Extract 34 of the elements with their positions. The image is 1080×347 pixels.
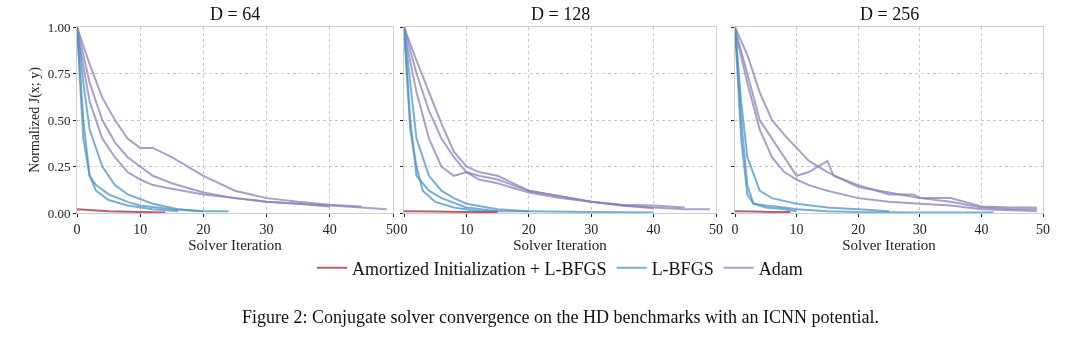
x-tick-label: 10: [133, 221, 148, 237]
legend-label: Adam: [758, 258, 803, 279]
x-axis-title: Solver Iteration: [188, 236, 283, 253]
chart-title: D = 256: [860, 4, 920, 24]
x-tick-label: 10: [789, 221, 804, 237]
x-tick-label: 10: [459, 221, 474, 237]
y-tick-label: 0.50: [47, 112, 71, 128]
y-axis-title: Normalized J(x; y): [27, 66, 44, 173]
x-tick-label: 20: [196, 221, 211, 237]
legend-label: Amortized Initialization + L-BFGS: [352, 258, 607, 279]
x-tick-label: 20: [851, 221, 866, 237]
y-tick-label: 0.75: [47, 66, 71, 82]
x-tick-label: 0: [731, 221, 739, 237]
x-tick-label: 50: [709, 221, 723, 237]
x-tick-label: 40: [974, 221, 989, 237]
x-tick-label: 20: [521, 221, 536, 237]
x-axis-title: Solver Iteration: [513, 236, 608, 253]
x-tick-label: 0: [400, 221, 408, 237]
x-tick-label: 0: [73, 221, 81, 237]
x-tick-label: 50: [386, 221, 400, 237]
chart-title: D = 128: [531, 4, 591, 24]
y-tick-label: 1.00: [47, 19, 71, 35]
legend-label: L-BFGS: [651, 258, 714, 279]
y-tick-label: 0.25: [47, 159, 71, 175]
chart-title: D = 64: [210, 4, 261, 24]
x-tick-label: 40: [322, 221, 337, 237]
x-tick-label: 30: [259, 221, 274, 237]
x-tick-label: 30: [912, 221, 927, 237]
x-axis-title: Solver Iteration: [842, 236, 937, 253]
caption: Figure 2: Conjugate solver convergence on the HD benchmarks with an ICNN potential.: [242, 307, 880, 327]
y-tick-label: 0.00: [47, 205, 71, 221]
x-tick-label: 30: [584, 221, 599, 237]
x-tick-label: 40: [646, 221, 661, 237]
x-tick-label: 50: [1036, 221, 1050, 237]
